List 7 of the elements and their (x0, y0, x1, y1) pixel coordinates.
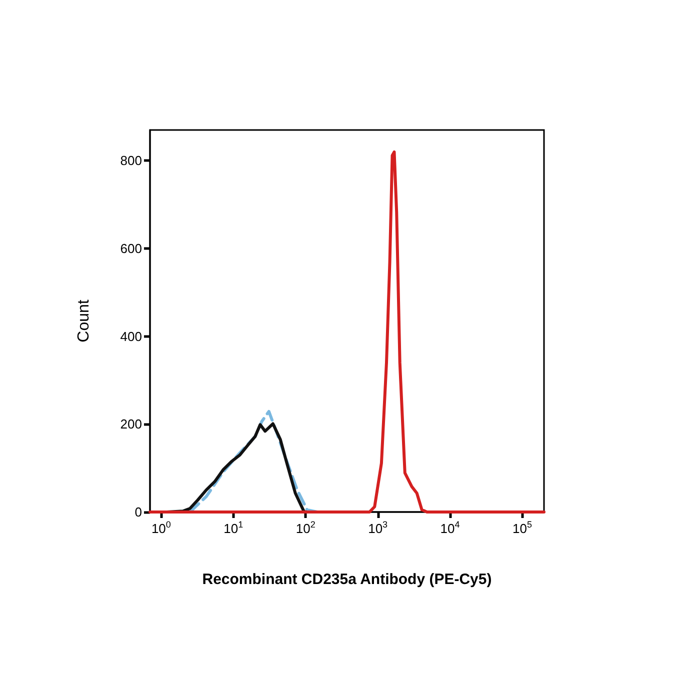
y-tick-label: 800 (120, 153, 142, 168)
y-tick-label: 400 (120, 328, 142, 344)
y-tick-label: 600 (120, 241, 142, 256)
y-axis-title: Count (76, 299, 92, 342)
x-axis-title: Recombinant CD235a Antibody (PE-Cy5) (202, 571, 492, 588)
y-tick-label: 0 (134, 504, 142, 520)
y-tick-label: 200 (120, 416, 142, 432)
